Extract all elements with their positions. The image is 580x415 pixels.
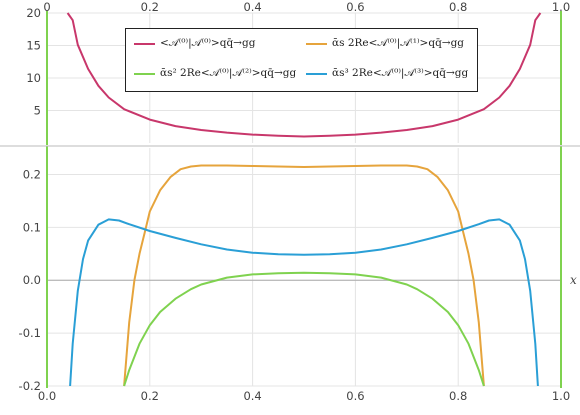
x-tick-label: 0.0: [38, 389, 56, 403]
x-tick-label: 0.8: [449, 0, 467, 14]
series-line-2: [123, 271, 485, 387]
x-tick-label: 1.0: [552, 389, 570, 403]
legend-label: <𝒜⁽⁰⁾|𝒜⁽⁰⁾>qq̄→gg: [160, 37, 256, 49]
x-tick-label: 0.2: [141, 389, 159, 403]
legend-label: ᾱs 2Re<𝒜⁽⁰⁾|𝒜⁽¹⁾>qq̄→gg: [332, 37, 465, 49]
x-axis-label: x: [570, 273, 577, 287]
legend-item-a0a3: ᾱs³ 2Re<𝒜⁽⁰⁾|𝒜⁽³⁾>qq̄→gg: [306, 67, 468, 80]
legend-label: ᾱs² 2Re<𝒜⁽⁰⁾|𝒜⁽²⁾>qq̄→gg: [160, 67, 297, 79]
legend-label: ᾱs³ 2Re<𝒜⁽⁰⁾|𝒜⁽³⁾>qq̄→gg: [332, 67, 469, 79]
bottom-panel: -0.2 -0.1 0.0 0.1 0.2 0.0 0.2 0.4 0.6 0.8 1.0 x: [19, 146, 577, 403]
x-tick-label: 0.8: [449, 389, 467, 403]
legend-item-a0a1: ᾱs 2Re<𝒜⁽⁰⁾|𝒜⁽¹⁾>qq̄→gg: [306, 37, 464, 50]
legend-item-a0a0: <𝒜⁽⁰⁾|𝒜⁽⁰⁾>qq̄→gg: [134, 37, 255, 50]
legend-swatch: [134, 72, 155, 75]
y-tick-label: 5: [34, 104, 41, 118]
y-tick-label: -0.1: [19, 326, 41, 340]
y-tick-label: -0.2: [19, 379, 41, 393]
legend-swatch: [134, 42, 155, 45]
y-tick-label: 0.0: [23, 273, 41, 287]
y-tick-label: 0.1: [23, 220, 41, 234]
series-line-1: [123, 164, 485, 387]
x-tick-label: 0.2: [141, 0, 159, 14]
legend: <𝒜⁽⁰⁾|𝒜⁽⁰⁾>qq̄→gg ᾱs 2Re<𝒜⁽⁰⁾|𝒜⁽¹⁾>qq̄→g…: [125, 28, 478, 92]
y-tick-label: 20: [26, 6, 41, 20]
legend-item-a0a2: ᾱs² 2Re<𝒜⁽⁰⁾|𝒜⁽²⁾>qq̄→gg: [134, 67, 296, 80]
x-tick-label: 0: [43, 0, 50, 14]
legend-swatch: [306, 72, 327, 75]
x-tick-label: 0.6: [346, 0, 364, 14]
series-line-1: [66, 12, 542, 138]
x-tick-label: 1.0: [552, 0, 570, 14]
x-tick-label: 0.6: [346, 389, 364, 403]
x-tick-label: 0.4: [243, 389, 261, 403]
legend-swatch: [306, 42, 327, 45]
y-tick-label: 10: [26, 71, 41, 85]
x-tick-label: 0.4: [243, 0, 261, 14]
top-panel: 5 10 15 20 0 0.2 0.4 0.6 0.8 1.0: [26, 0, 570, 145]
series-line-3: [69, 218, 539, 387]
y-tick-label: 15: [26, 39, 41, 53]
y-tick-label: 0.2: [23, 167, 41, 181]
